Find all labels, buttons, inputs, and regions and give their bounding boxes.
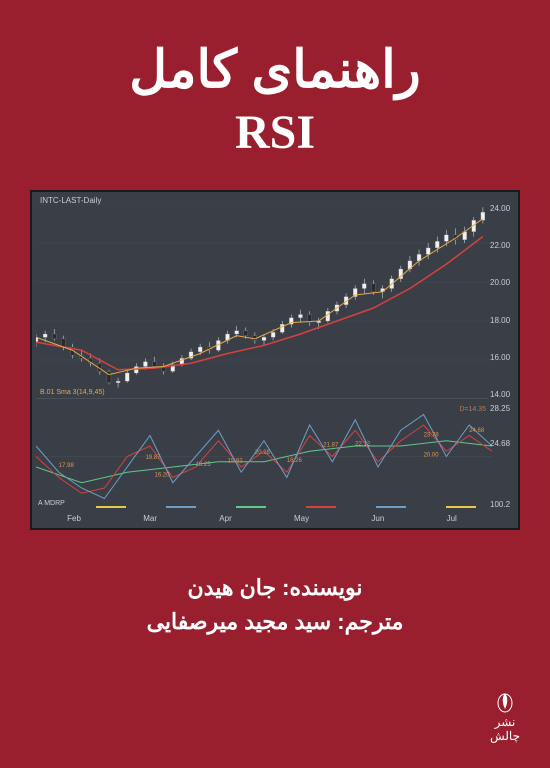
- y-axis-upper: 24.0022.0020.0018.0016.0014.00: [490, 204, 516, 399]
- title-main: راهنمای کامل: [129, 40, 421, 100]
- publisher-top: نشر: [495, 715, 516, 729]
- sma-label: B.01 Sma 3(14,9,45): [40, 389, 105, 396]
- lower-right-label: D=14.35: [459, 406, 486, 413]
- oscillator-chart: 17.98 19.87 16.20 18.25 15.92 20.28 18.26 21.87…: [36, 404, 492, 509]
- svg-text:22.12: 22.12: [355, 441, 371, 447]
- chart-upper-panel: B.01 Sma 3(14,9,45): [36, 204, 488, 399]
- author-label: نویسنده:: [282, 575, 362, 600]
- svg-text:19.87: 19.87: [145, 455, 161, 461]
- publisher-logo-icon: [496, 689, 514, 713]
- svg-text:21.87: 21.87: [323, 443, 339, 449]
- svg-text:17.98: 17.98: [59, 463, 75, 469]
- title-sub: RSI: [235, 105, 315, 160]
- svg-text:15.92: 15.92: [228, 458, 244, 464]
- svg-text:24.68: 24.68: [469, 428, 485, 434]
- chart-container: INTC-LAST-Daily B.01 Sma 3(14,9,45) 24.0…: [30, 190, 520, 530]
- translator-label: مترجم:: [337, 609, 403, 634]
- author-name: جان هیدن: [188, 575, 277, 600]
- svg-text:23.78: 23.78: [424, 433, 440, 439]
- svg-text:20.28: 20.28: [255, 450, 271, 456]
- svg-text:16.20: 16.20: [155, 472, 171, 478]
- svg-text:20.00: 20.00: [424, 453, 440, 459]
- chart-lower-panel: 17.98 19.87 16.20 18.25 15.92 20.28 18.26 21.87…: [36, 404, 488, 509]
- publisher: نشر چالش: [490, 689, 520, 743]
- lower-left-label: A MDRP: [38, 500, 65, 507]
- book-cover: راهنمای کامل RSI INTC-LAST-Daily B.01 Sm…: [0, 0, 550, 768]
- svg-text:18.26: 18.26: [287, 458, 303, 464]
- author-line: نویسنده: جان هیدن: [188, 575, 363, 601]
- x-axis: FebMarAprMayJunJul: [36, 514, 488, 526]
- translator-line: مترجم: سید مجید میرصفایی: [147, 609, 404, 635]
- svg-text:18.25: 18.25: [196, 462, 212, 468]
- price-chart: [36, 204, 492, 399]
- y-axis-lower: 28.2524.68100.2: [490, 404, 516, 509]
- publisher-bottom: چالش: [490, 729, 520, 743]
- translator-name: سید مجید میرصفایی: [147, 609, 332, 634]
